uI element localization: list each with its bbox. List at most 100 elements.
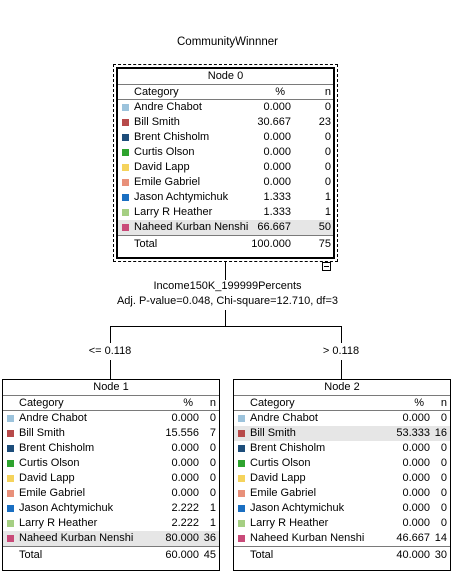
category-percent: 0.000	[402, 517, 430, 529]
category-swatch-icon	[7, 535, 14, 542]
category-count: 0	[324, 176, 331, 188]
category-row: Curtis Olson 0.000 0	[118, 145, 333, 160]
column-header-percent: %	[183, 397, 193, 409]
category-row: Andre Chabot 0.000 0	[3, 411, 219, 426]
category-percent: 0.000	[402, 457, 430, 469]
column-header-category: Category	[134, 86, 179, 98]
category-name: David Lapp	[19, 472, 75, 484]
category-row: Bill Smith 15.556 7	[3, 426, 219, 441]
category-percent: 0.000	[171, 457, 199, 469]
category-name: Emile Gabriel	[250, 487, 317, 499]
category-name: Jason Achtymichuk	[19, 502, 114, 514]
tree-node-0[interactable]: Node 0 Category% n Andre Chabot 0.000 0 Bill S…	[116, 67, 335, 259]
category-name: Curtis Olson	[250, 457, 311, 469]
column-header-n: n	[324, 86, 331, 98]
category-percent: 1.333	[263, 191, 291, 203]
category-count: 0	[209, 442, 216, 454]
connector-left-top	[110, 326, 111, 343]
connector-right-bottom	[341, 360, 342, 379]
category-swatch-icon	[7, 520, 14, 527]
total-percent: 60.000	[165, 549, 199, 561]
category-row: Bill Smith 30.667 23	[118, 115, 333, 130]
category-count: 0	[324, 161, 331, 173]
category-name: Jason Achtymichuk	[134, 191, 229, 203]
category-row: Emile Gabriel 0.000 0	[118, 175, 333, 190]
category-name: Emile Gabriel	[19, 487, 86, 499]
category-count: 0	[440, 442, 447, 454]
node-header: Node 2	[234, 380, 450, 396]
category-row: Andre Chabot 0.000 0	[118, 100, 333, 115]
category-row: David Lapp 0.000 0	[234, 471, 450, 486]
category-percent: 0.000	[402, 442, 430, 454]
category-row: Naheed Kurban Nenshi 80.000 36	[3, 531, 219, 546]
category-swatch-icon	[122, 224, 129, 231]
category-swatch-icon	[122, 104, 129, 111]
total-count: 30	[434, 549, 447, 561]
category-swatch-icon	[238, 430, 245, 437]
category-swatch-icon	[238, 415, 245, 422]
column-header-percent: %	[414, 397, 424, 409]
total-label: Total	[134, 238, 158, 250]
column-header-n: n	[440, 397, 447, 409]
category-name: Larry R Heather	[250, 517, 329, 529]
category-row: Brent Chisholm 0.000 0	[234, 441, 450, 456]
category-percent: 0.000	[263, 176, 291, 188]
tree-node-1[interactable]: Node 1 Category% n Andre Chabot 0.000 0 Bill S…	[2, 379, 220, 571]
total-percent: 40.000	[396, 549, 430, 561]
connector-split-down	[225, 310, 226, 326]
column-header-n: n	[209, 397, 216, 409]
category-count: 0	[209, 457, 216, 469]
category-row: Naheed Kurban Nenshi 66.667 50	[118, 220, 333, 235]
category-swatch-icon	[122, 194, 129, 201]
category-percent: 0.000	[171, 487, 199, 499]
category-row: Jason Achtymichuk 0.000 0	[234, 501, 450, 516]
category-name: Emile Gabriel	[134, 176, 201, 188]
category-swatch-icon	[122, 119, 129, 126]
category-percent: 80.000	[165, 532, 199, 544]
category-name: Bill Smith	[134, 116, 180, 128]
column-header-row: Category% n	[118, 85, 333, 100]
category-swatch-icon	[7, 505, 14, 512]
category-percent: 0.000	[171, 472, 199, 484]
category-swatch-icon	[238, 505, 245, 512]
category-row: Jason Achtymichuk 2.222 1	[3, 501, 219, 516]
category-percent: 15.556	[165, 427, 199, 439]
node-header: Node 1	[3, 380, 219, 396]
category-row: David Lapp 0.000 0	[118, 160, 333, 175]
category-percent: 0.000	[402, 502, 430, 514]
category-percent: 0.000	[263, 146, 291, 158]
category-percent: 0.000	[402, 487, 430, 499]
category-name: Curtis Olson	[134, 146, 195, 158]
category-name: Naheed Kurban Nenshi	[134, 221, 249, 233]
column-header-row: Category% n	[234, 396, 450, 411]
edge-label-right: > 0.118	[322, 345, 360, 357]
collapse-toggle-icon[interactable]	[322, 262, 331, 271]
category-row: Curtis Olson 0.000 0	[234, 456, 450, 471]
connector-horizontal	[110, 326, 342, 327]
total-count: 75	[318, 238, 331, 250]
category-swatch-icon	[7, 415, 14, 422]
category-count: 36	[203, 532, 216, 544]
category-percent: 30.667	[257, 116, 291, 128]
category-swatch-icon	[7, 490, 14, 497]
selection-outline	[113, 64, 338, 262]
category-name: Brent Chisholm	[19, 442, 95, 454]
category-swatch-icon	[122, 149, 129, 156]
category-swatch-icon	[238, 460, 245, 467]
category-count: 0	[440, 412, 447, 424]
category-count: 23	[318, 116, 331, 128]
category-name: Brent Chisholm	[134, 131, 210, 143]
category-percent: 0.000	[263, 131, 291, 143]
category-name: Bill Smith	[19, 427, 65, 439]
category-row: Brent Chisholm 0.000 0	[118, 130, 333, 145]
tree-node-2[interactable]: Node 2 Category% n Andre Chabot 0.000 0 Bill S…	[233, 379, 451, 571]
category-row: Andre Chabot 0.000 0	[234, 411, 450, 426]
category-count: 1	[324, 206, 331, 218]
category-name: David Lapp	[134, 161, 190, 173]
category-count: 0	[440, 502, 447, 514]
node-header: Node 0	[118, 69, 333, 85]
category-percent: 0.000	[402, 412, 430, 424]
category-count: 0	[440, 472, 447, 484]
category-percent: 0.000	[263, 161, 291, 173]
total-row: Total 100.000 75	[118, 235, 333, 252]
